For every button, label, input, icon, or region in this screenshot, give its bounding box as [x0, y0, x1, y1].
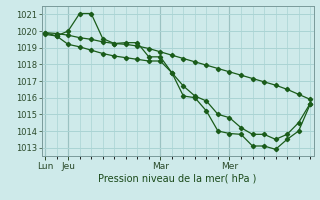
- X-axis label: Pression niveau de la mer( hPa ): Pression niveau de la mer( hPa ): [99, 173, 257, 183]
